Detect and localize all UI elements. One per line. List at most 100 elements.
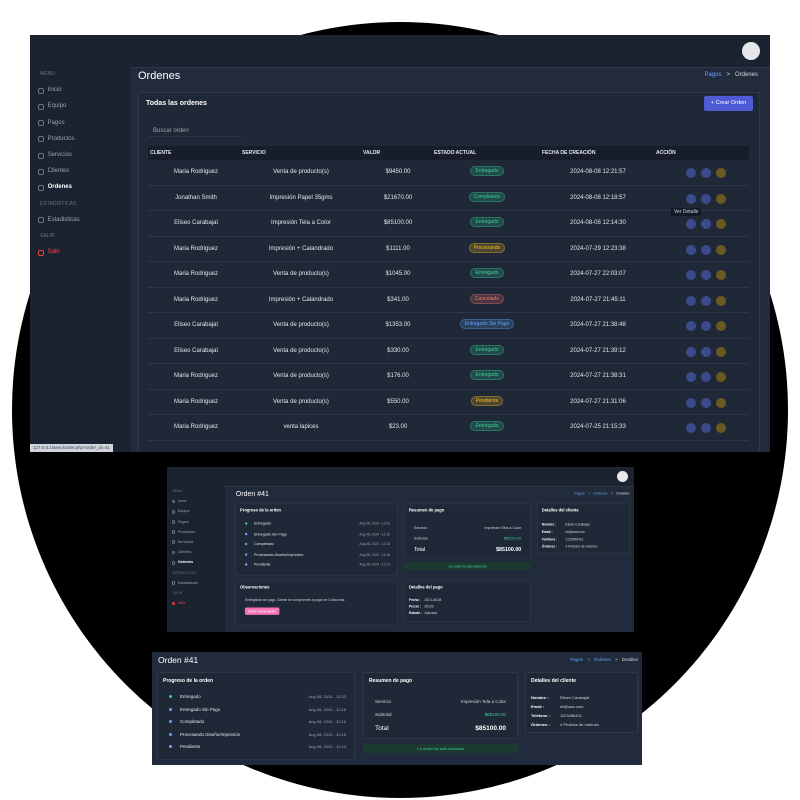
menu-item[interactable]: Ordenes	[47, 184, 72, 191]
action-button[interactable]	[686, 321, 696, 331]
action-button[interactable]	[686, 372, 696, 382]
action-button[interactable]	[701, 168, 711, 178]
table-row	[148, 288, 749, 313]
edit-notes-button[interactable]: Editar Observación	[244, 607, 280, 615]
table-cell: Jonathan Smith	[175, 194, 217, 201]
action-button[interactable]	[716, 423, 726, 433]
progress-date: Aug 08, 2024 - 12:16	[359, 552, 391, 557]
action-button[interactable]	[716, 270, 726, 280]
search-input[interactable]: Buscar orden	[149, 125, 241, 137]
payment-label: Fecha :	[408, 597, 421, 602]
action-button[interactable]	[701, 193, 711, 204]
menu-item[interactable]: Salir	[47, 249, 60, 256]
avatar[interactable]	[741, 41, 761, 60]
action-button[interactable]	[686, 295, 696, 306]
action-button[interactable]	[701, 244, 711, 255]
action-button[interactable]	[716, 244, 726, 255]
action-button[interactable]	[716, 372, 726, 382]
progress-label: Procesando Diseño/Impresión	[180, 731, 241, 737]
action-button[interactable]	[686, 423, 696, 433]
action-button[interactable]	[701, 397, 711, 408]
action-button[interactable]	[716, 193, 726, 204]
status-text: Cancelado	[470, 293, 504, 304]
breadcrumb-item[interactable]: Ordenes	[593, 657, 612, 662]
menu-item[interactable]: Pagos	[47, 119, 65, 126]
breadcrumb-item[interactable]: Ordenes	[593, 491, 608, 496]
breadcrumb: Pagos > Ordenes > Detalles	[552, 657, 638, 662]
payment-value: 2024-08-08	[424, 597, 442, 602]
client-value: Eliseo Carabajal	[565, 522, 590, 527]
table-cell: $1111.00	[386, 245, 410, 252]
menu-item[interactable]: Equipo	[47, 103, 67, 110]
menu-item[interactable]: Estadisticas	[177, 580, 198, 585]
action-button[interactable]	[686, 270, 696, 280]
menu-item[interactable]: Inicio	[177, 499, 187, 504]
menu-item[interactable]: Ordenes	[177, 560, 194, 565]
paid-notice: La orden ha sido abonada	[404, 562, 532, 570]
table-cell: $550.00	[387, 398, 409, 405]
detail-card: Progreso de la orden Entregado Aug 08, 202…	[235, 503, 398, 576]
table-cell: Impresión Tela a Color	[271, 220, 331, 226]
menu-icon	[171, 581, 176, 585]
action-button[interactable]	[701, 219, 711, 229]
action-button[interactable]	[716, 321, 726, 331]
action-button[interactable]	[701, 346, 711, 357]
progress-label: Entregado Sin Pago	[253, 531, 287, 536]
table-cell: Venta de producto(s)	[273, 169, 329, 175]
detail-card: Resumen de pago Servicio Impresión Tela a …	[363, 672, 518, 739]
breadcrumb-item[interactable]: >	[587, 657, 590, 662]
menu-item[interactable]: Equipo	[177, 509, 190, 514]
action-button[interactable]	[716, 397, 726, 408]
table-cell: 2024-07-27 22:03:07	[570, 271, 626, 277]
menu-item[interactable]: Servicios	[47, 152, 72, 158]
action-button[interactable]	[701, 270, 711, 280]
action-button[interactable]	[716, 346, 726, 357]
card-title: Detalles del cliente	[541, 508, 579, 514]
progress-dot	[244, 553, 248, 556]
breadcrumb-item[interactable]: >	[587, 491, 591, 496]
breadcrumb-item: Ordenes	[734, 72, 758, 78]
client-label: Órdenes :	[531, 722, 550, 727]
table-cell: $9450.00	[385, 169, 411, 175]
menu-item[interactable]: Pagos	[177, 519, 189, 524]
action-button[interactable]	[686, 346, 696, 357]
menu-item[interactable]: Clientes	[177, 550, 192, 555]
action-button[interactable]	[701, 372, 711, 382]
menu-icon	[171, 550, 176, 555]
client-value: eli@aaa.com	[565, 529, 585, 534]
action-button[interactable]	[716, 168, 726, 178]
menu-item[interactable]: Productos	[177, 529, 195, 534]
client-label: Teléfono :	[541, 537, 558, 542]
action-button[interactable]	[686, 168, 696, 178]
total-label: Total	[413, 546, 426, 553]
menu-item[interactable]: Productos	[47, 135, 75, 142]
create-button[interactable]: + Crear Orden	[704, 96, 753, 111]
sidebar-section: ESTADISTICAS	[40, 200, 77, 207]
progress-dot	[244, 542, 248, 546]
menu-item[interactable]: Estadisticas	[47, 216, 80, 223]
progress-date: Aug 08, 2024 - 12:16	[359, 531, 391, 536]
action-button[interactable]	[701, 321, 711, 331]
action-button[interactable]	[716, 219, 726, 229]
breadcrumb-item[interactable]: Pagos	[574, 491, 585, 496]
menu-item[interactable]: Inicio	[47, 87, 62, 94]
avatar[interactable]	[617, 471, 628, 482]
total-value: $85100.00	[496, 546, 522, 553]
menu-item[interactable]: Salir	[177, 601, 186, 606]
menu-icon	[171, 540, 176, 545]
action-button[interactable]	[686, 397, 696, 408]
action-button[interactable]	[701, 423, 711, 433]
action-button[interactable]	[716, 295, 726, 306]
breadcrumb-item[interactable]: Pagos	[570, 657, 584, 662]
table-cell: Maria Rodriguez	[173, 373, 219, 379]
action-button[interactable]	[686, 219, 696, 229]
action-button[interactable]	[701, 295, 711, 306]
table-cell: 2024-07-27 21:45:11	[570, 296, 626, 303]
breadcrumb-item: Detalles	[621, 657, 638, 662]
menu-item[interactable]: Clientes	[47, 168, 70, 175]
action-button[interactable]	[686, 244, 696, 255]
action-button[interactable]	[686, 193, 696, 204]
menu-item[interactable]: Servicios	[177, 540, 194, 544]
table-cell: 2024-07-27 21:39:12	[570, 347, 626, 354]
breadcrumb-item[interactable]: Pagos	[704, 72, 722, 78]
